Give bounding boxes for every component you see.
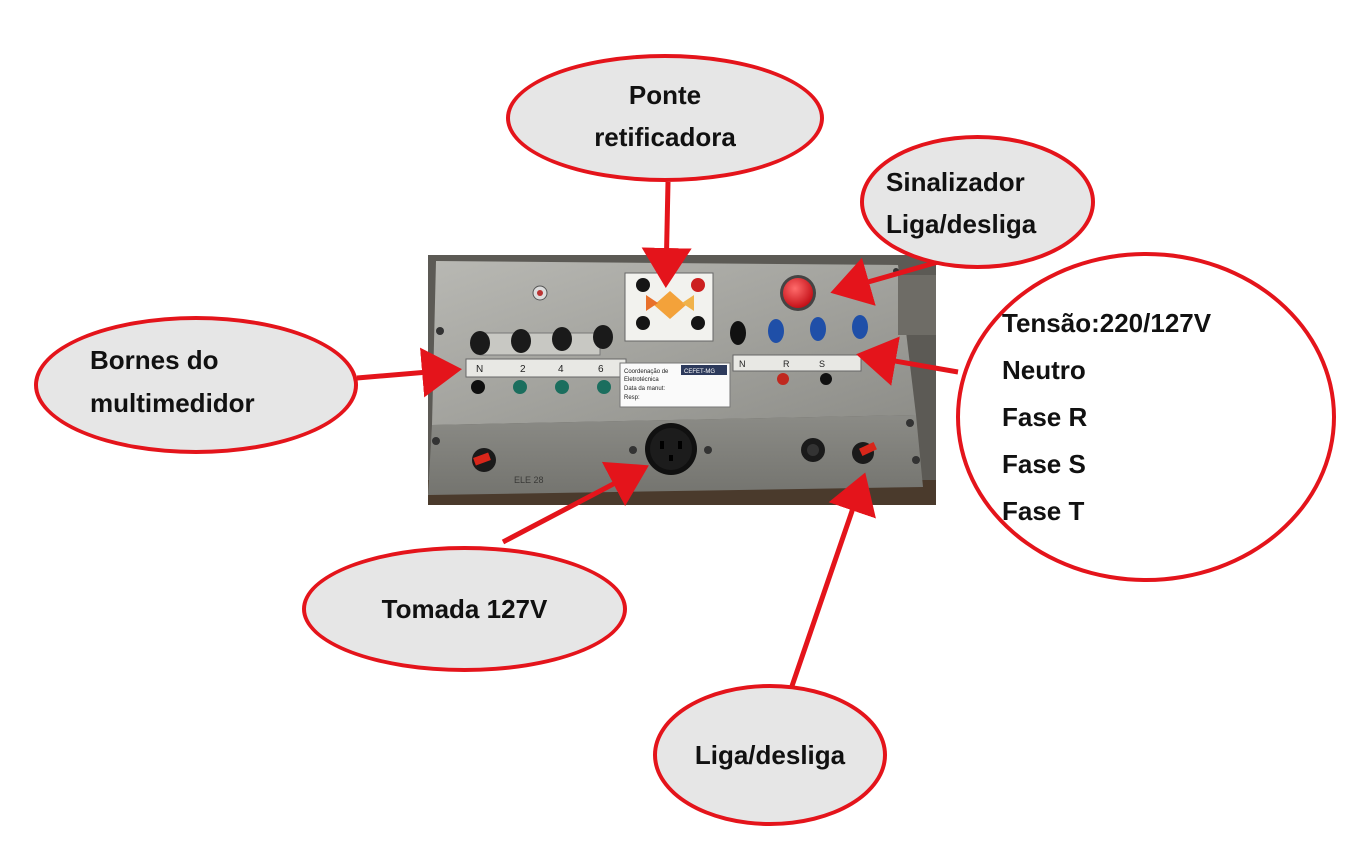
arrow-tomada: [501, 461, 649, 545]
callout-tensao-line3: Fase R: [1002, 402, 1088, 432]
arrow-sinalizador: [830, 257, 939, 306]
meter-label-6: 6: [598, 364, 604, 375]
supply-label-n: N: [739, 359, 746, 369]
callout-liga-desliga: Liga/desliga: [653, 684, 887, 826]
arrow-ponte: [641, 181, 692, 288]
arrow-tensao: [856, 336, 959, 386]
callout-tomada-label: Tomada 127V: [381, 594, 548, 624]
id-label-line2: Eletrotécnica: [624, 377, 659, 383]
panel-scribble: ELE 28: [514, 475, 544, 485]
supply-label-s: S: [819, 359, 825, 369]
id-label-line4: Resp:: [624, 395, 640, 401]
callout-ponte-line1: Ponte: [628, 80, 702, 110]
arrow-bornes: [356, 347, 462, 398]
callout-sinalizador-line2: Liga/desliga: [886, 209, 1037, 239]
identification-label: Coordenação de Eletrotécnica Data da man…: [619, 362, 731, 408]
callout-tomada: Tomada 127V: [302, 546, 627, 672]
callout-sinalizador: Sinalizador Liga/desliga: [860, 135, 1095, 269]
callout-bornes-line1: Bornes do: [90, 345, 219, 375]
meter-label-2: 2: [520, 364, 526, 375]
supply-label-r: R: [783, 359, 790, 369]
id-label-line3: Data da manut:: [624, 386, 665, 392]
callout-liga-desliga-label: Liga/desliga: [694, 740, 846, 770]
left-switch: [472, 448, 496, 472]
signal-lamp: [780, 275, 816, 311]
callout-tensao-line2: Neutro: [1002, 355, 1086, 385]
socket-outlet: [645, 423, 697, 475]
callout-ponte-retificadora: Ponte retificadora: [506, 54, 824, 182]
callout-sinalizador-line1: Sinalizador: [886, 167, 1025, 197]
supply-terminals: N R S: [730, 315, 868, 385]
multimeter-terminals: N 2 4 6: [465, 325, 627, 394]
callout-tensao-line4: Fase S: [1002, 449, 1086, 479]
id-label-line1: Coordenação de: [624, 369, 669, 375]
right-switch: [852, 441, 877, 464]
callout-bornes-line2: multimedidor: [90, 388, 255, 418]
id-label-brand: CEFET-MG: [684, 369, 715, 375]
callout-ponte-line2: retificadora: [594, 122, 736, 152]
callout-bornes: Bornes do multimedidor: [34, 316, 358, 454]
callout-tensao: Tensão:220/127V Neutro Fase R Fase S Fas…: [956, 252, 1336, 582]
meter-label-n: N: [476, 364, 483, 375]
meter-label-4: 4: [558, 364, 564, 375]
rectifier-bridge: [624, 272, 714, 342]
callout-tensao-line5: Fase T: [1002, 496, 1085, 526]
arrow-ligadesliga: [789, 472, 876, 687]
callout-tensao-line1: Tensão:220/127V: [1002, 308, 1212, 338]
